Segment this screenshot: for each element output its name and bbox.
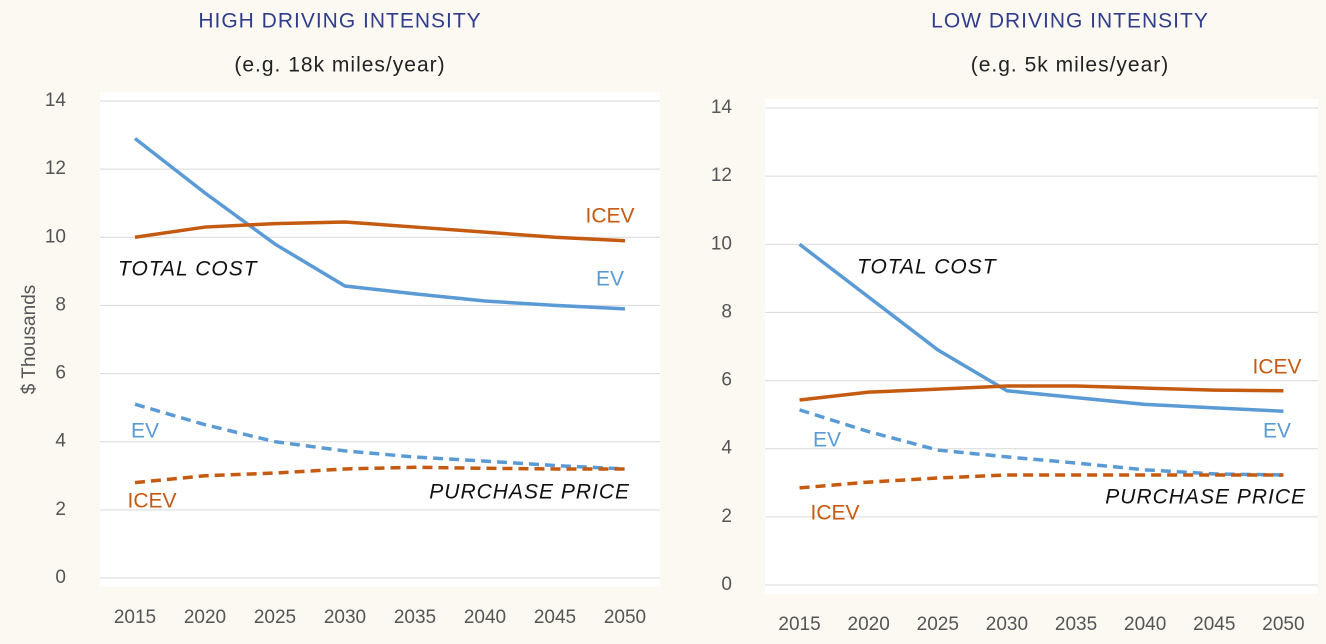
y-tick-label: 10: [711, 233, 732, 254]
x-tick-label: 2050: [1262, 614, 1304, 635]
y-tick-label: 0: [55, 567, 66, 588]
y-tick-label: 0: [721, 574, 732, 595]
series-label: ICEV: [810, 502, 859, 525]
y-tick-label: 2: [55, 499, 66, 520]
y-tick-label: 14: [711, 97, 733, 118]
line: [134, 465, 625, 485]
line: [799, 473, 1284, 490]
y-tick-label: 12: [711, 165, 732, 186]
line: [133, 137, 626, 311]
annotation: PURCHASE PRICE: [429, 481, 630, 504]
y-tick-label: 10: [45, 226, 66, 247]
x-tick-label: 2020: [848, 614, 890, 635]
x-tick-label: 2045: [1193, 614, 1235, 635]
series-label: ICEV: [1252, 356, 1301, 379]
y-tick-label: 4: [721, 438, 732, 459]
series-label: ICEV: [585, 205, 634, 228]
chart-subtitle: (e.g. 18k miles/year): [234, 54, 445, 77]
plot-bg: [765, 99, 1318, 594]
x-tick-label: 2025: [917, 614, 959, 635]
y-tick-label: 8: [55, 294, 66, 315]
x-tick-label: 2040: [1124, 614, 1166, 635]
x-tick-label: 2025: [254, 607, 296, 628]
y-tick-label: 8: [721, 301, 732, 322]
series-label: ICEV: [127, 490, 176, 513]
x-tick-label: 2045: [534, 607, 576, 628]
chart-title: HIGH DRIVING INTENSITY: [198, 10, 481, 33]
y-tick-label: 6: [721, 370, 732, 391]
y-axis-label: $ Thousands: [19, 285, 40, 395]
x-tick-label: 2015: [114, 607, 156, 628]
y-tick-label: 12: [45, 158, 66, 179]
x-tick-label: 2015: [778, 614, 820, 635]
line: [799, 384, 1284, 402]
x-tick-label: 2030: [324, 607, 366, 628]
plot-bg: [100, 92, 660, 587]
x-tick-label: 2035: [394, 607, 436, 628]
line: [134, 402, 626, 471]
chart-subtitle: (e.g. 5k miles/year): [971, 54, 1170, 77]
y-tick-label: 4: [55, 431, 66, 452]
chart-title: LOW DRIVING INTENSITY: [931, 10, 1209, 33]
line: [799, 408, 1284, 477]
x-tick-label: 2040: [464, 607, 506, 628]
x-tick-label: 2035: [1055, 614, 1097, 635]
annotation: TOTAL COST: [857, 256, 998, 279]
y-tick-label: 14: [45, 90, 67, 111]
series-label: EV: [596, 268, 624, 291]
line: [798, 242, 1284, 413]
series-label: EV: [131, 420, 159, 443]
y-tick-label: 6: [55, 363, 66, 384]
line: [134, 220, 626, 243]
x-tick-label: 2050: [604, 607, 646, 628]
x-tick-label: 2020: [184, 607, 226, 628]
series-label: EV: [1263, 420, 1291, 443]
x-tick-label: 2030: [986, 614, 1028, 635]
annotation: TOTAL COST: [118, 258, 259, 281]
annotation: PURCHASE PRICE: [1105, 486, 1306, 509]
series-label: EV: [813, 429, 841, 452]
y-tick-label: 2: [721, 506, 732, 527]
